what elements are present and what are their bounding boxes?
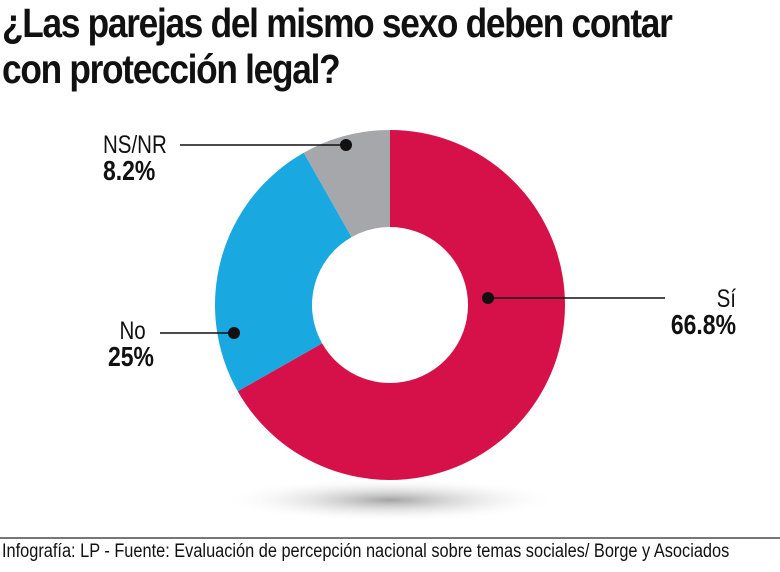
title-line-2: con protección legal? [2, 46, 341, 92]
title-line-1: ¿Las parejas del mismo sexo deben contar [2, 0, 673, 46]
leader-si-dot [482, 292, 494, 304]
label-no-value: 25% [108, 341, 154, 372]
label-nsnr-value: 8.2% [103, 155, 156, 186]
footer-divider [0, 537, 780, 539]
label-si: Sí 66.8% [657, 285, 736, 340]
label-nsnr: NS/NR 8.2% [103, 131, 167, 186]
leader-no-dot [228, 327, 240, 339]
label-si-value: 66.8% [670, 309, 736, 340]
label-si-name: Sí [716, 285, 736, 313]
slice-nsnr [303, 130, 390, 238]
label-no-name: No [119, 317, 146, 345]
leader-nsnr-dot [340, 139, 352, 151]
slice-si [237, 130, 566, 481]
slice-no [215, 152, 352, 392]
chart-title: ¿Las parejas del mismo sexo deben contar… [2, 0, 673, 92]
label-nsnr-name: NS/NR [103, 131, 167, 159]
label-no: No 25% [108, 317, 154, 372]
chart-shadow [220, 478, 560, 522]
footer-source: Infografía: LP - Fuente: Evaluación de p… [2, 541, 730, 562]
